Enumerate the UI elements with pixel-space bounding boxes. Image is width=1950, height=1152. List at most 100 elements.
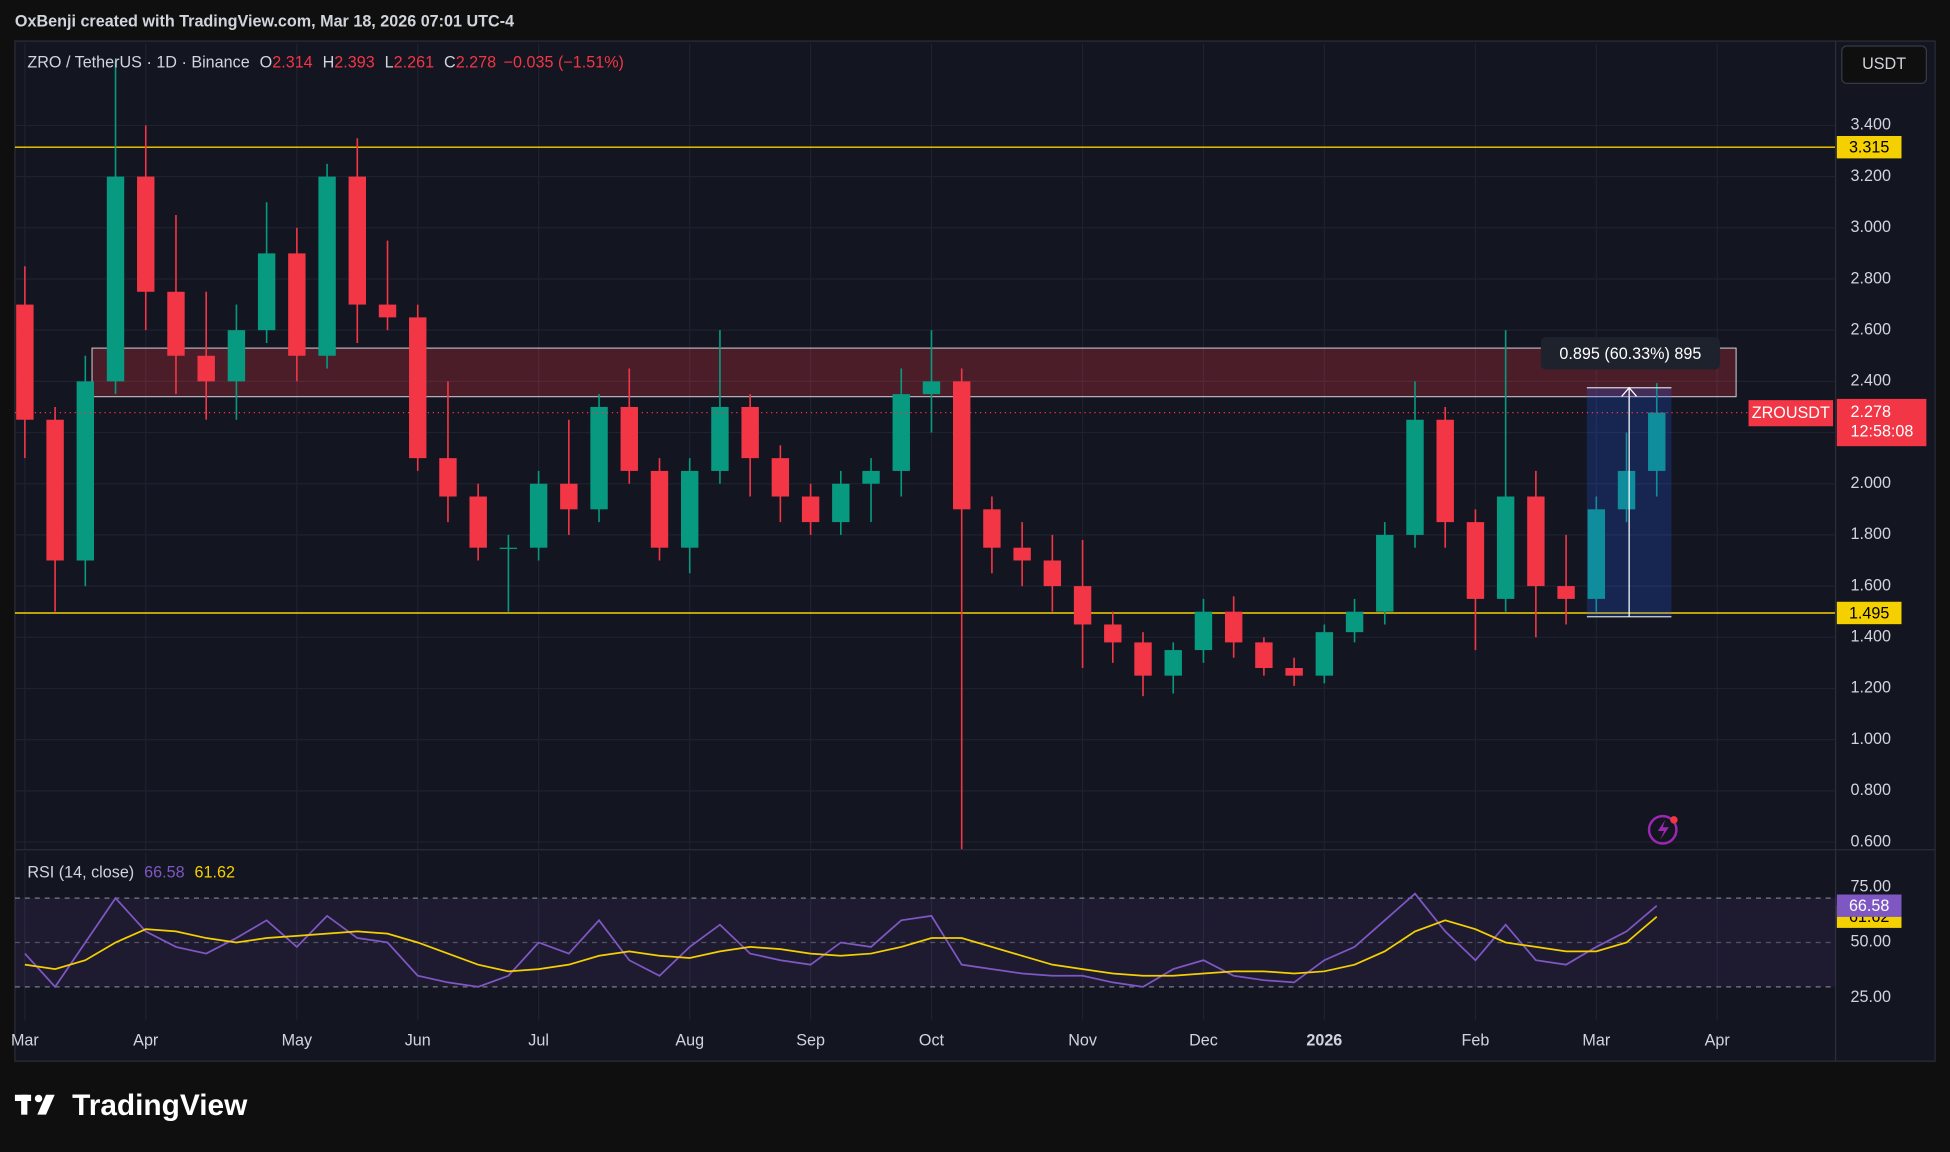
candle-body [621,407,638,471]
y-tick-label: 0.600 [1851,832,1891,850]
candle-body [379,305,396,318]
candle-body [107,177,124,382]
currency: USDT [1862,55,1906,73]
countdown: 12:58:08 [1851,423,1914,441]
candle-body [1376,535,1393,612]
x-tick-label: Apr [133,1032,159,1050]
symbol-label: ZROUSDT [1752,404,1830,422]
candle-body [1497,497,1514,599]
y-tick-label: 2.000 [1851,474,1891,492]
y-tick-label: 1.800 [1851,525,1891,543]
legend-part: ZRO / TetherUS · 1D · Binance [27,54,249,72]
rsi-tag-label: 66.58 [1849,897,1889,915]
candle-body [409,317,426,458]
candle-body [560,484,577,510]
candle-body [1225,612,1242,643]
candle-body [197,356,214,382]
x-tick-label: 2026 [1306,1032,1342,1050]
rsi-tick-label: 50.00 [1851,933,1891,951]
candle-body [530,484,547,548]
legend-part: 2.393 [334,54,374,72]
x-tick-label: Sep [796,1032,825,1050]
y-tick-label: 2.800 [1851,269,1891,287]
x-tick-label: Mar [11,1032,39,1050]
candle-body [500,548,517,549]
candle-body [1013,548,1030,561]
legend-part: 2.314 [272,54,312,72]
candle-body [953,381,970,509]
candle-body [1437,420,1454,522]
candle-body [288,253,305,355]
candle-body [1316,632,1333,676]
legend-part: 61.62 [195,864,235,882]
x-tick-label: Oct [919,1032,945,1050]
level-label: 3.315 [1849,139,1889,157]
candle-body [802,497,819,523]
price-label: 2.278 [1851,403,1891,421]
x-tick-label: May [282,1032,313,1050]
candle-body [46,420,63,561]
candle-body [258,253,275,330]
rsi-tick-label: 75.00 [1851,877,1891,895]
legend-part: RSI (14, close) [27,864,134,882]
candle-body [1134,642,1151,675]
level-label: 1.495 [1849,604,1889,622]
candle-body [1285,668,1302,676]
y-tick-label: 2.400 [1851,372,1891,390]
candle-body [1527,497,1544,587]
x-tick-label: Apr [1705,1032,1731,1050]
candle-body [681,471,698,548]
measure-label: 0.895 (60.33%) 895 [1559,345,1701,363]
y-tick-label: 1.600 [1851,576,1891,594]
y-tick-label: 0.800 [1851,781,1891,799]
candle-body [16,305,33,420]
candle-body [1195,612,1212,650]
y-tick-label: 1.400 [1851,628,1891,646]
legend-part: 2.261 [394,54,434,72]
candle-body [741,407,758,458]
candle-body [1104,624,1121,642]
candle-body [318,177,335,356]
candle-body [923,381,940,394]
candle-body [469,497,486,548]
x-tick-label: Aug [675,1032,704,1050]
candle-body [137,177,154,292]
candle-body [1044,561,1061,587]
x-tick-label: Dec [1189,1032,1218,1050]
legend-part: 2.278 [456,54,496,72]
logo-part [21,1095,27,1115]
candle-body [1346,612,1363,632]
candle-body [349,177,366,305]
candle-body [862,471,879,484]
candle-body [167,292,184,356]
candle-body [651,471,668,548]
rsi-legend: RSI (14, close) 66.58 61.62 [27,864,235,882]
y-tick-label: 3.200 [1851,167,1891,185]
legend-part: 66.58 [144,864,184,882]
x-tick-label: Nov [1068,1032,1098,1050]
legend-part: H [323,54,335,72]
candle-body [711,407,728,471]
x-tick-label: Jun [405,1032,431,1050]
y-tick-label: 1.000 [1851,730,1891,748]
candle-body [590,407,607,509]
candle-body [77,381,94,560]
legend-part: −0.035 (−1.51%) [504,54,624,72]
logo-part [35,1095,42,1102]
candle-body [1406,420,1423,535]
legend-part: L [385,54,394,72]
alert-dot [1670,816,1677,823]
brand: TradingView [72,1089,248,1122]
ohlc-legend: ZRO / TetherUS · 1D · Binance O2.314 H2.39… [27,54,624,72]
credit: OxBenji created with TradingView.com, Ma… [15,13,514,31]
resistance-zone [92,348,1736,397]
candle-body [439,458,456,496]
legend-part: O [260,54,273,72]
candle-body [1074,586,1091,624]
legend-part: C [444,54,456,72]
y-tick-label: 2.600 [1851,320,1891,338]
candle-body [893,394,910,471]
y-tick-label: 3.400 [1851,116,1891,134]
candle-body [832,484,849,522]
